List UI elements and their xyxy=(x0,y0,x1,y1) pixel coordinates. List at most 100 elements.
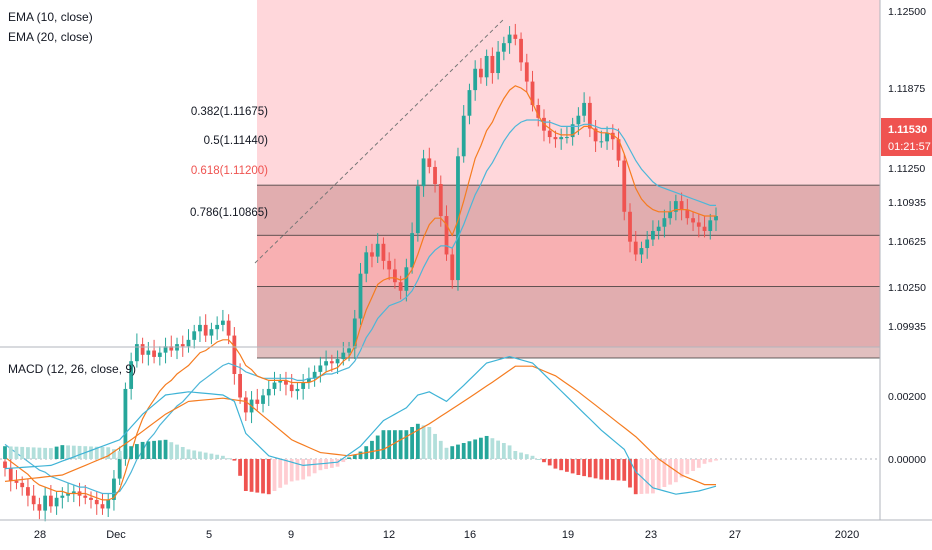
histogram-bar xyxy=(547,459,552,466)
candle xyxy=(83,484,88,505)
histogram-bar xyxy=(513,451,518,459)
candle xyxy=(421,149,426,197)
histogram-bar xyxy=(163,439,168,459)
candle xyxy=(507,26,512,54)
histogram-bar xyxy=(415,423,420,459)
histogram-bar xyxy=(358,451,363,459)
candle xyxy=(605,126,609,150)
histogram-bar xyxy=(54,446,59,459)
histogram-bar xyxy=(553,459,558,469)
candle xyxy=(582,92,587,123)
histogram-bar xyxy=(656,459,661,490)
candle xyxy=(496,41,501,80)
candle xyxy=(54,491,59,515)
price-tick: 1.10250 xyxy=(888,282,926,294)
candle xyxy=(60,487,65,509)
candle xyxy=(180,335,185,357)
histogram-bar xyxy=(215,454,220,459)
legend-ema20[interactable]: EMA (20, close) xyxy=(8,30,93,44)
fib-labels: 0.382(1.11675) 0.5(1.11440) 0.618(1.1120… xyxy=(190,106,268,219)
histogram-bar xyxy=(490,438,495,459)
candle xyxy=(685,198,690,225)
time-axis[interactable]: 28 Dec 5 9 12 16 19 23 27 2020 xyxy=(0,519,932,541)
candle xyxy=(220,309,225,332)
candle xyxy=(679,192,684,221)
legend-macd[interactable]: MACD (12, 26, close, 9) xyxy=(8,362,137,376)
histogram-bar xyxy=(60,445,65,459)
candle xyxy=(375,233,380,264)
candle xyxy=(261,388,265,413)
candle xyxy=(524,53,529,93)
candle xyxy=(284,371,288,396)
macd-line xyxy=(4,355,717,495)
candle xyxy=(169,335,174,357)
candle xyxy=(358,263,363,325)
histogram-bar xyxy=(220,455,225,459)
histogram-bar xyxy=(484,435,489,459)
candle xyxy=(255,388,260,411)
candle xyxy=(112,470,116,511)
candle xyxy=(415,179,420,242)
histogram-bar xyxy=(306,459,311,477)
candle xyxy=(536,98,541,127)
histogram-bar xyxy=(341,459,346,463)
time-label: 27 xyxy=(729,529,741,541)
candle xyxy=(714,207,718,231)
time-label: 28 xyxy=(34,529,46,541)
price-tick: 1.12500 xyxy=(888,6,926,18)
candle xyxy=(450,248,455,289)
histogram-bar xyxy=(261,459,265,494)
candle xyxy=(163,337,168,364)
histogram-bar xyxy=(559,459,564,471)
price-axis-bg xyxy=(880,0,932,520)
histogram-bar xyxy=(238,459,242,476)
histogram-bar xyxy=(324,459,328,470)
candle xyxy=(628,203,632,253)
histogram-bar xyxy=(203,452,208,459)
price-axis[interactable]: 1.12500 1.11875 1.11250 1.10935 1.10625 … xyxy=(879,0,932,520)
histogram-bar xyxy=(433,433,437,459)
candle xyxy=(198,316,202,342)
candle xyxy=(94,491,99,515)
candle xyxy=(553,130,558,148)
candle xyxy=(43,487,48,522)
candle xyxy=(203,314,208,342)
candle xyxy=(66,482,70,503)
candle xyxy=(513,23,518,46)
histogram-bar xyxy=(375,435,380,459)
time-label: 2020 xyxy=(835,529,859,541)
candle xyxy=(473,60,478,101)
histogram-bar xyxy=(645,459,650,494)
legend-ema10[interactable]: EMA (10, close) xyxy=(8,10,93,24)
histogram-bar xyxy=(444,447,449,459)
histogram-bar xyxy=(192,450,197,459)
trend-line xyxy=(254,17,506,264)
candle xyxy=(26,478,30,507)
price-tick: 1.10935 xyxy=(888,197,926,209)
candle xyxy=(587,96,592,138)
histogram-bar xyxy=(696,459,701,468)
histogram-bar xyxy=(278,459,283,488)
histogram-bar xyxy=(381,430,386,459)
fib-lines xyxy=(257,184,880,359)
candle xyxy=(295,382,300,400)
histogram-bar xyxy=(94,446,99,459)
histogram-bar xyxy=(198,451,202,459)
histogram-bar xyxy=(473,439,478,459)
candle xyxy=(433,160,437,193)
candle xyxy=(656,220,661,240)
histogram-bar xyxy=(708,459,713,463)
fib-band-2 xyxy=(257,235,880,287)
histogram-bar xyxy=(43,447,48,459)
histogram-bar xyxy=(48,448,53,459)
candle xyxy=(324,350,328,372)
histogram-bar xyxy=(134,444,139,459)
histogram-bar xyxy=(112,449,116,459)
time-label: 5 xyxy=(206,529,212,541)
histogram-bar xyxy=(14,446,19,459)
histogram-bar xyxy=(393,430,397,459)
candle xyxy=(278,373,283,392)
candle xyxy=(175,337,179,360)
candle xyxy=(134,333,139,368)
